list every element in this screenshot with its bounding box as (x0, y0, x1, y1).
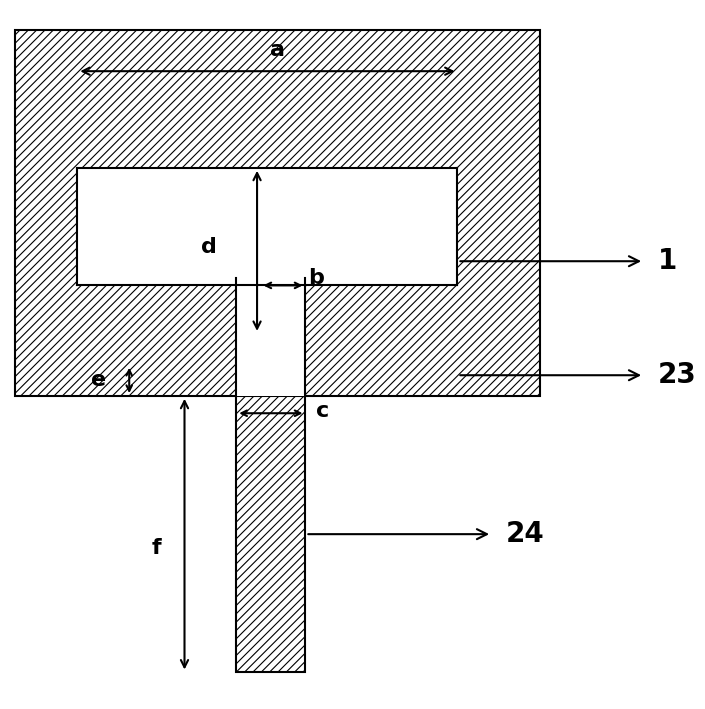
Text: b: b (308, 269, 324, 289)
Text: 24: 24 (505, 520, 544, 548)
Bar (16, 30, 540, 396)
Text: 23: 23 (658, 361, 697, 389)
Text: a: a (270, 40, 286, 60)
Text: 1: 1 (658, 247, 677, 275)
Text: f: f (152, 538, 161, 558)
Bar (236, 396, 305, 672)
Text: e: e (90, 370, 106, 390)
Bar (78, 168, 458, 286)
Bar (236, 279, 305, 396)
Text: c: c (316, 401, 329, 421)
Text: d: d (201, 238, 216, 257)
